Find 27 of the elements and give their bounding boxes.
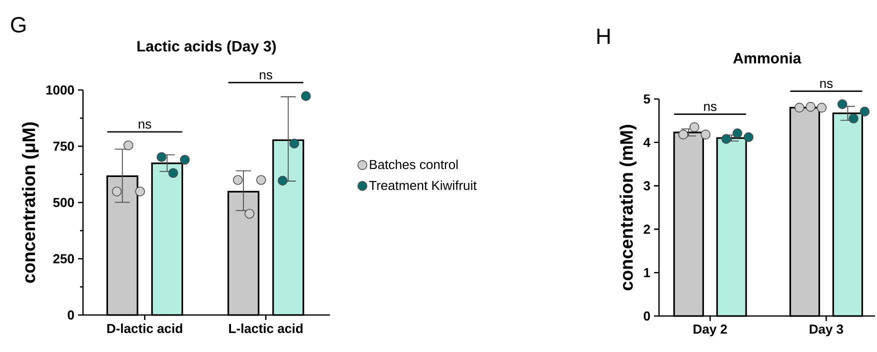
text: ns [820, 80, 833, 88]
legend-label: Treatment Kiwifruit [369, 180, 477, 190]
y-axis-title: concentration (mM) [620, 124, 636, 290]
y-tick-label: 1 [644, 268, 650, 278]
text: ns [260, 72, 272, 80]
y-tick-label: 500 [53, 198, 74, 208]
annotation: ns [138, 122, 152, 129]
chart-title: Lactic acids (Day 3) [137, 40, 276, 54]
y-tick-label: 250 [53, 254, 74, 264]
x-tick-label: L-lactic acid [229, 324, 303, 334]
y-tick-label: 4 [643, 138, 650, 147]
y-tick-label: 1000 [46, 85, 74, 95]
y-tick-label: 0 [68, 310, 74, 320]
annotation: ns [704, 104, 716, 111]
y-axis-title: concentration (μM) [22, 122, 39, 283]
x-tick-label: Day 3 [810, 324, 844, 336]
y-tick-label: 750 [53, 142, 74, 151]
x-tick-label: D-lactic acid [107, 324, 182, 334]
y-tick-label: 2 [644, 224, 650, 234]
text: G [11, 17, 26, 33]
chart-title: Ammonia [733, 52, 802, 64]
y-tick-label: 3 [644, 181, 650, 190]
text: H [597, 28, 610, 44]
legend-label: Batches control [370, 160, 458, 170]
x-tick-label: Day 2 [694, 324, 727, 336]
y-tick-label: 0 [644, 311, 650, 321]
y-tick-label: 5 [644, 94, 650, 104]
